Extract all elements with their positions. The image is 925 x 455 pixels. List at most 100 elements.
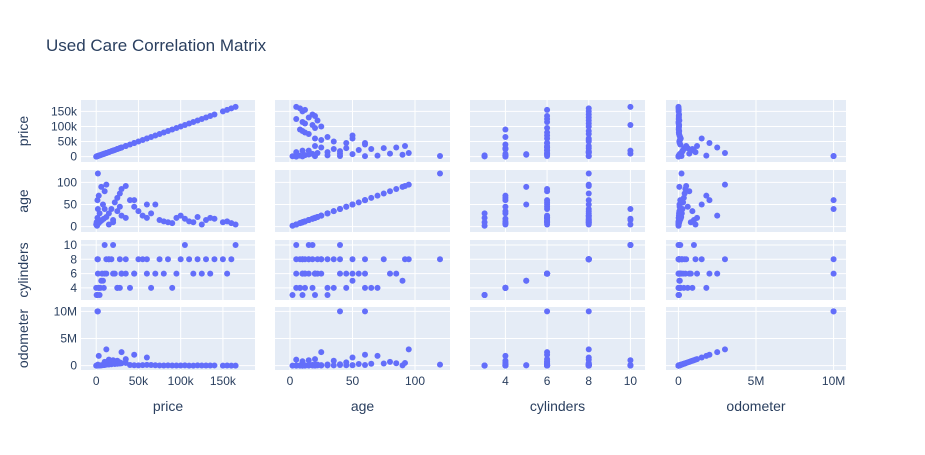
x-tick-label: 100k	[168, 374, 195, 388]
data-point	[481, 214, 488, 221]
data-point	[374, 192, 381, 199]
data-point	[355, 199, 362, 206]
data-point	[585, 208, 592, 215]
data-point	[368, 284, 375, 291]
data-point	[706, 140, 713, 147]
data-point	[349, 270, 356, 277]
data-point	[692, 256, 699, 263]
data-point	[116, 359, 123, 366]
data-point	[721, 346, 728, 353]
data-point	[198, 221, 205, 228]
data-point	[692, 149, 699, 156]
x-tick-label: 4	[502, 374, 509, 388]
x-tick-label: 0	[287, 374, 294, 388]
data-point	[160, 362, 167, 369]
data-point	[309, 121, 316, 128]
data-point	[190, 270, 197, 277]
data-point	[405, 149, 412, 156]
data-point	[94, 308, 101, 315]
data-point	[684, 203, 691, 210]
data-point	[405, 346, 412, 353]
data-point	[544, 124, 551, 131]
data-point	[190, 219, 197, 226]
data-point	[312, 135, 318, 142]
data-point	[305, 357, 312, 364]
data-point	[393, 360, 400, 367]
data-point	[101, 242, 108, 248]
data-point	[502, 359, 509, 366]
data-point	[314, 256, 321, 263]
data-point	[160, 270, 167, 277]
data-point	[676, 277, 683, 284]
data-point	[523, 183, 530, 190]
data-point	[544, 143, 551, 150]
data-point	[203, 362, 210, 369]
data-point	[105, 256, 112, 263]
data-point	[343, 145, 350, 152]
data-point	[289, 153, 296, 160]
data-point	[362, 197, 368, 204]
data-point	[98, 183, 105, 190]
data-point	[318, 349, 325, 356]
data-point	[544, 197, 551, 204]
data-point	[169, 284, 176, 291]
x-tick-label: 6	[544, 374, 551, 388]
data-point	[502, 203, 509, 210]
data-point	[523, 151, 530, 158]
data-point	[122, 143, 129, 150]
data-point	[207, 270, 214, 277]
data-point	[374, 152, 381, 159]
data-point	[143, 201, 150, 208]
data-point	[101, 205, 108, 212]
panel-cylinders-vs-age	[275, 240, 450, 300]
data-point	[324, 210, 331, 217]
data-point	[118, 349, 125, 356]
data-point	[105, 210, 112, 217]
data-point	[585, 361, 592, 368]
x-axis-label: age	[351, 398, 375, 414]
y-tick-label: 100k	[51, 119, 78, 133]
data-point	[374, 352, 381, 359]
data-point	[299, 147, 306, 154]
data-point	[156, 256, 163, 263]
panel-odometer-vs-odometer	[666, 307, 846, 370]
data-point	[198, 270, 205, 277]
data-point	[437, 152, 443, 159]
data-point	[675, 270, 682, 277]
data-point	[694, 143, 701, 150]
panel-odometer-vs-price	[81, 307, 255, 370]
data-point	[122, 356, 129, 363]
data-point	[706, 270, 713, 277]
data-point	[585, 143, 592, 150]
data-point	[343, 270, 350, 277]
data-point	[585, 256, 592, 263]
data-point	[318, 123, 325, 130]
y-tick-label: 4	[70, 281, 77, 295]
data-point	[502, 197, 509, 204]
data-point	[689, 284, 696, 291]
data-point	[103, 346, 110, 353]
panel-odometer-vs-age	[275, 307, 450, 370]
data-point	[318, 144, 325, 151]
data-point	[698, 135, 705, 142]
panel-price-vs-age	[275, 100, 450, 162]
data-point	[402, 143, 408, 150]
data-point	[186, 362, 193, 369]
data-point	[289, 292, 296, 298]
data-point	[585, 135, 592, 142]
data-point	[143, 354, 150, 361]
y-tick-label: 6	[70, 267, 77, 281]
data-point	[194, 362, 201, 369]
data-point	[523, 201, 530, 208]
data-point	[126, 362, 133, 369]
data-point	[95, 152, 102, 159]
data-point	[299, 118, 306, 125]
panel-price-vs-odometer	[666, 100, 846, 162]
data-point	[143, 361, 150, 368]
data-point	[585, 190, 592, 197]
data-point	[181, 362, 188, 369]
data-point	[675, 214, 682, 221]
data-point	[207, 362, 214, 369]
data-point	[405, 256, 412, 263]
